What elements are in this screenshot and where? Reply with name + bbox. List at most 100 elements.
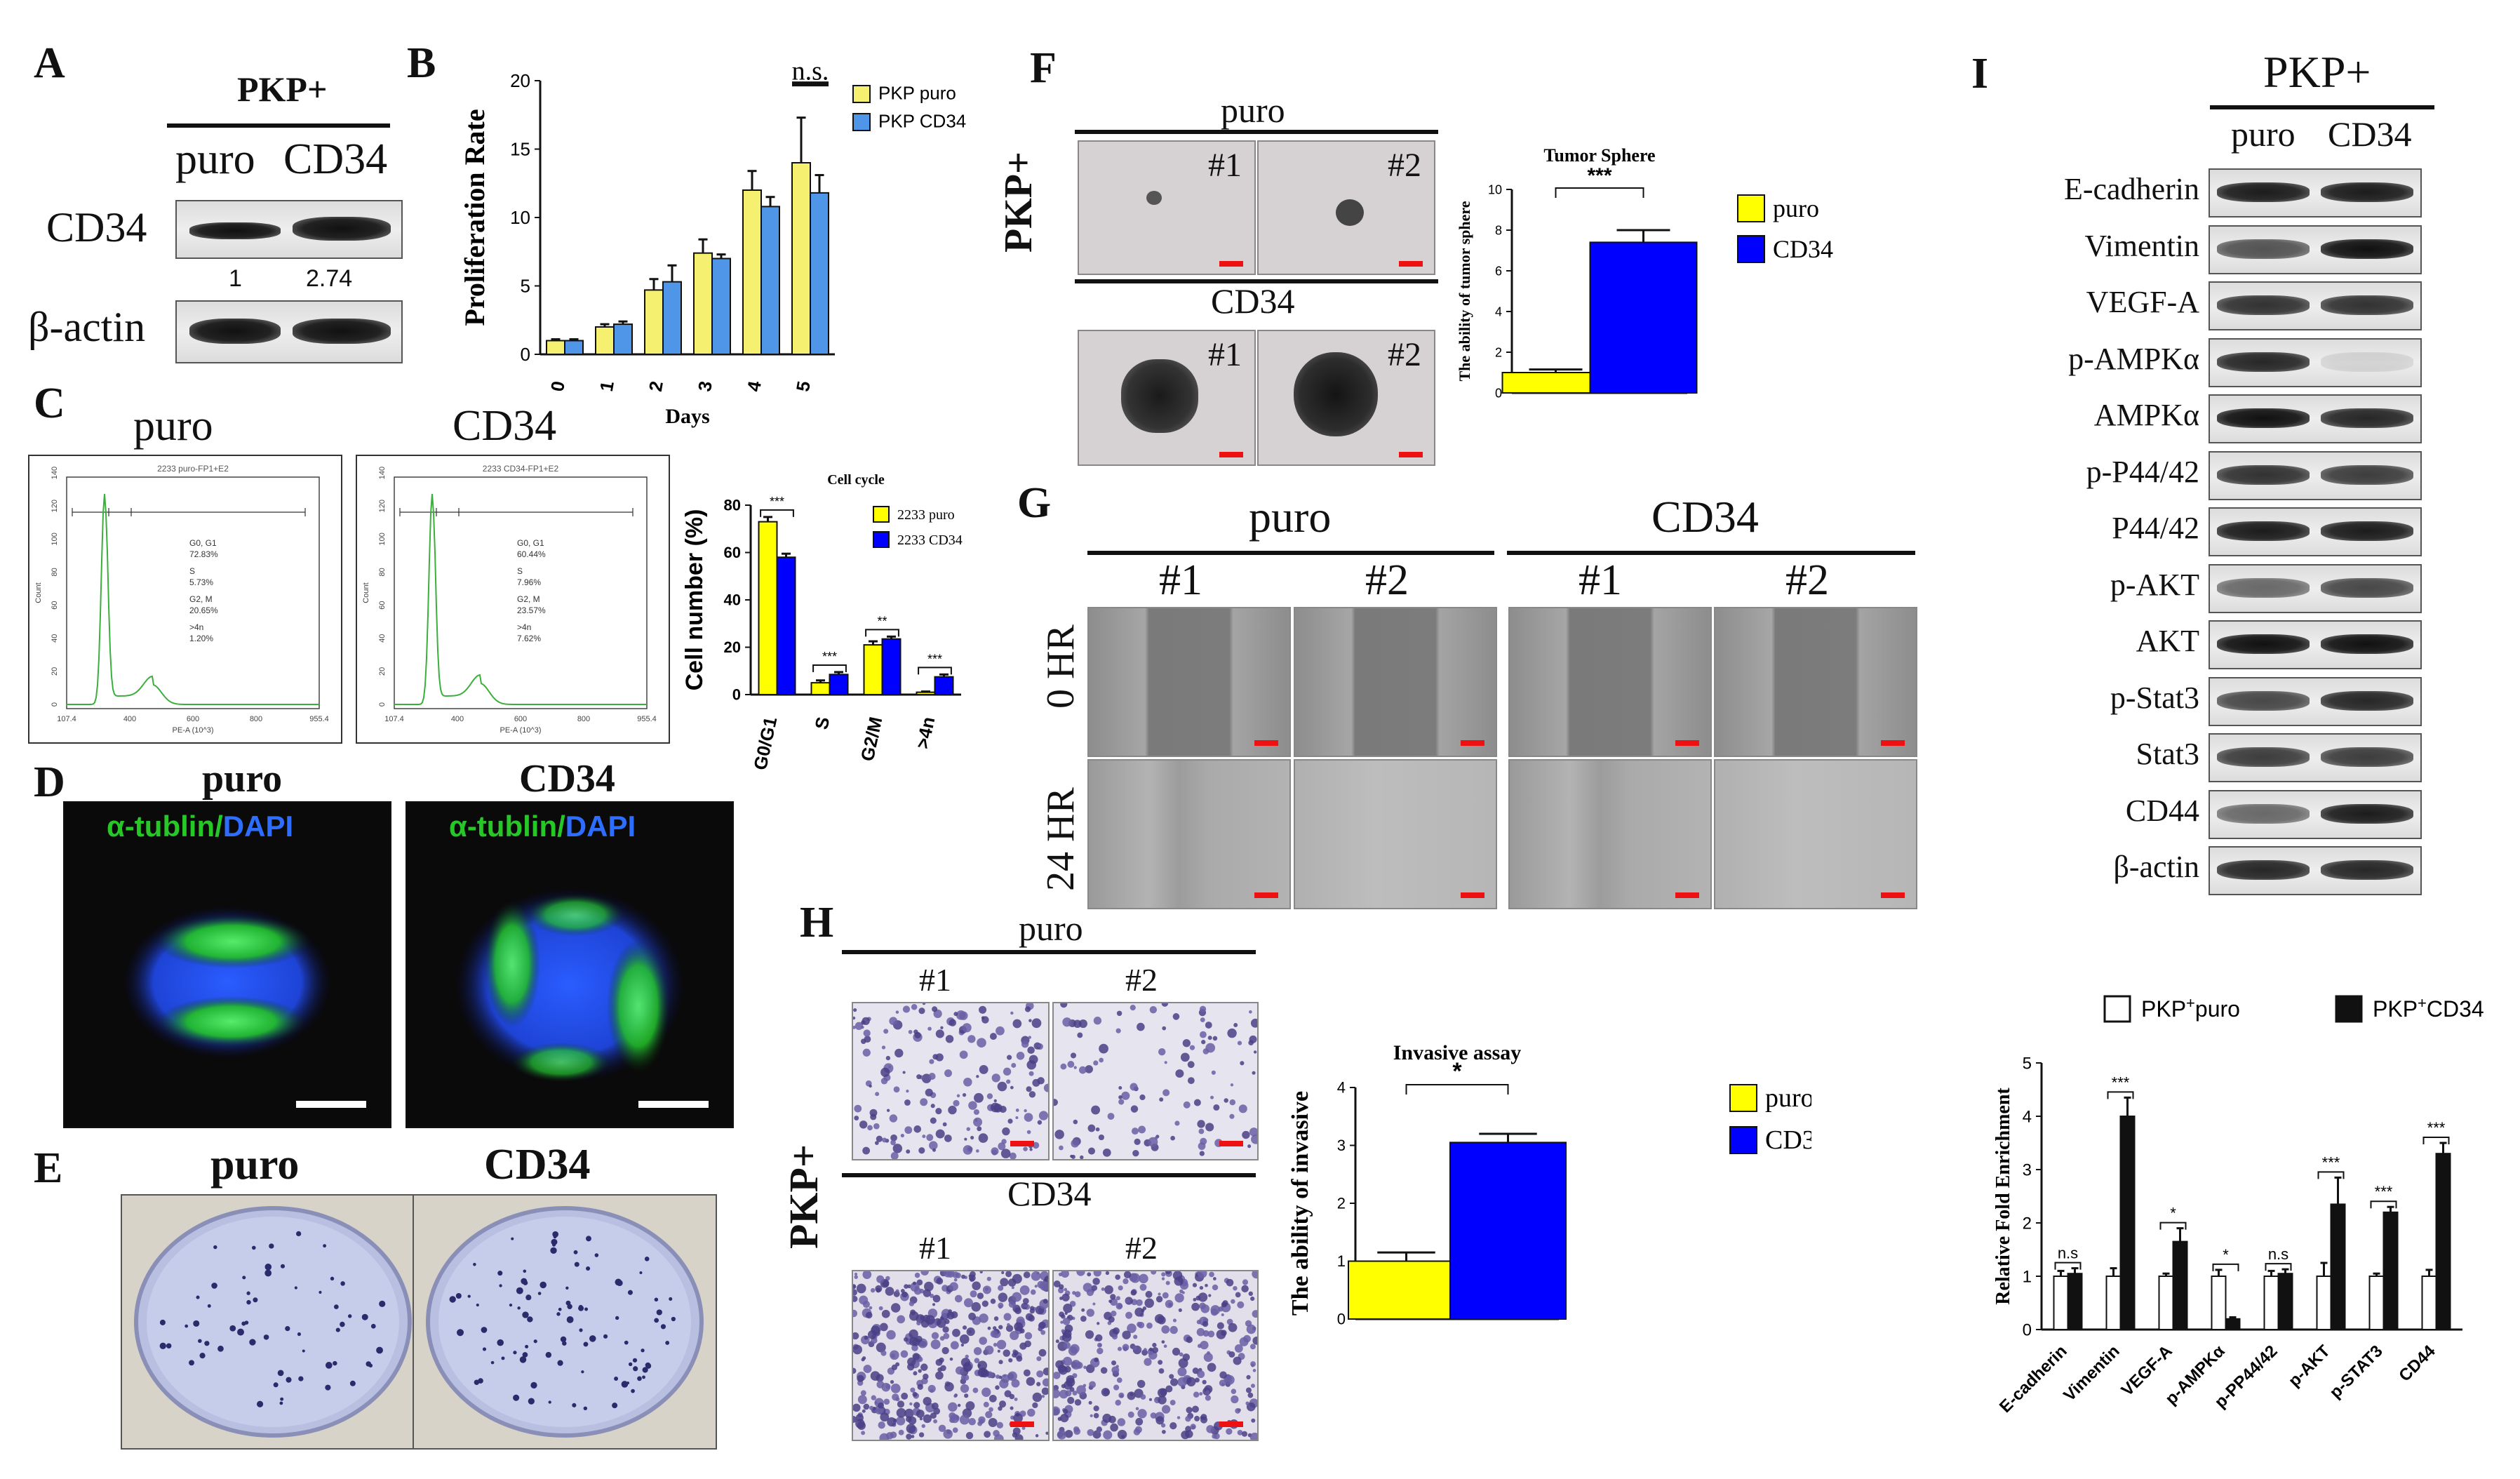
colony (521, 1278, 528, 1285)
cell (885, 1384, 891, 1389)
cell (1207, 1351, 1211, 1355)
cell (1216, 1330, 1226, 1339)
panel-d-title-cd34: CD34 (519, 757, 615, 801)
cell (890, 1134, 897, 1142)
cell (946, 1311, 955, 1320)
significance-label: *** (1587, 164, 1611, 187)
cell (1087, 1272, 1092, 1277)
panel-g-rule-cd34 (1507, 551, 1915, 555)
y-tick-label: 5 (521, 276, 530, 297)
colony (511, 1237, 514, 1240)
colony (349, 1380, 356, 1386)
bar (1449, 1142, 1567, 1320)
colony (166, 1343, 172, 1348)
chart-f: Tumor Sphere 0 2 4 6 8 10 The ability of tumor … (1456, 145, 1833, 400)
cell (1010, 1011, 1014, 1015)
bar (760, 206, 780, 355)
panel-i-lane-puro: puro (2231, 114, 2296, 154)
cell (1005, 1271, 1012, 1278)
colony (572, 1403, 577, 1407)
cell (869, 1084, 872, 1088)
colony (642, 1367, 648, 1373)
cell (1016, 1355, 1023, 1362)
cell (1207, 1363, 1217, 1372)
cell (976, 1149, 979, 1153)
cell (864, 1335, 869, 1340)
dish-inner (147, 1217, 399, 1427)
cell (1028, 1091, 1036, 1098)
cell (960, 1343, 965, 1347)
colony (586, 1266, 591, 1271)
colony (516, 1287, 523, 1294)
cell (1032, 1142, 1040, 1149)
blot-band (2217, 464, 2310, 485)
cell (935, 1029, 944, 1038)
panel-i-rule (2210, 105, 2434, 109)
colony (556, 1312, 561, 1316)
colony (626, 1381, 630, 1385)
cell (990, 1102, 1000, 1113)
cell (944, 1069, 953, 1078)
cell (977, 1038, 986, 1048)
cell (982, 1285, 991, 1294)
cell (1127, 1323, 1137, 1333)
blot-row-label: VEGF-A (2086, 285, 2199, 319)
cell (950, 1341, 959, 1350)
histogram-curve (66, 493, 319, 706)
colony (456, 1329, 464, 1337)
colony (567, 1304, 572, 1309)
cell (1024, 1109, 1027, 1113)
bar (2211, 1276, 2227, 1330)
cell (1199, 1151, 1205, 1156)
cell (911, 1344, 918, 1351)
cell (1104, 1285, 1113, 1294)
panel-a-row-actin: β-actin (28, 304, 146, 350)
y-tick-label: 15 (510, 139, 530, 160)
cell (1061, 1271, 1069, 1278)
colony (522, 1311, 529, 1318)
legend-swatch (2103, 995, 2131, 1023)
bar (2119, 1116, 2136, 1330)
significance-label: n.s. (792, 57, 829, 86)
significance-label: *** (927, 652, 942, 666)
cell (885, 1287, 894, 1296)
cell (998, 1142, 1006, 1151)
colony (253, 1297, 258, 1303)
cell (1038, 1321, 1046, 1329)
cell (1249, 1127, 1257, 1137)
panel-label-c: C (34, 380, 65, 427)
blot-strip (2209, 563, 2422, 613)
x-tick-label: 955.4 (309, 715, 329, 723)
colony (482, 1347, 487, 1351)
cell (1212, 1433, 1217, 1439)
colony (654, 1297, 659, 1302)
cell (990, 1330, 998, 1338)
cell (1207, 1036, 1212, 1040)
cell (959, 1414, 970, 1425)
panel-h-rep-2: #2 (1125, 962, 1158, 998)
cell (916, 1335, 923, 1343)
cell (890, 1139, 896, 1146)
cell (853, 1309, 858, 1318)
cell (1212, 1036, 1218, 1041)
gate-stat: G2, M (189, 594, 213, 604)
panel-c-title-cd34: CD34 (453, 402, 557, 450)
cell (984, 1345, 994, 1355)
cell (1039, 1280, 1048, 1291)
bar (2330, 1203, 2346, 1330)
cell (935, 1108, 942, 1115)
colony (319, 1290, 322, 1294)
sphere-image-puro-2: #2 (1257, 140, 1435, 275)
cell (1200, 1304, 1210, 1313)
cell (1194, 1377, 1200, 1383)
cell (955, 1366, 964, 1375)
replicate-label: #2 (1388, 147, 1421, 184)
cell (942, 1122, 947, 1127)
cell (1043, 1367, 1048, 1376)
cell (897, 1400, 905, 1408)
cell (1103, 1430, 1113, 1440)
cell (862, 1356, 866, 1360)
significance-bracket (812, 664, 847, 672)
cell (1062, 1017, 1072, 1027)
x-tick-label: G2/M (857, 715, 887, 763)
